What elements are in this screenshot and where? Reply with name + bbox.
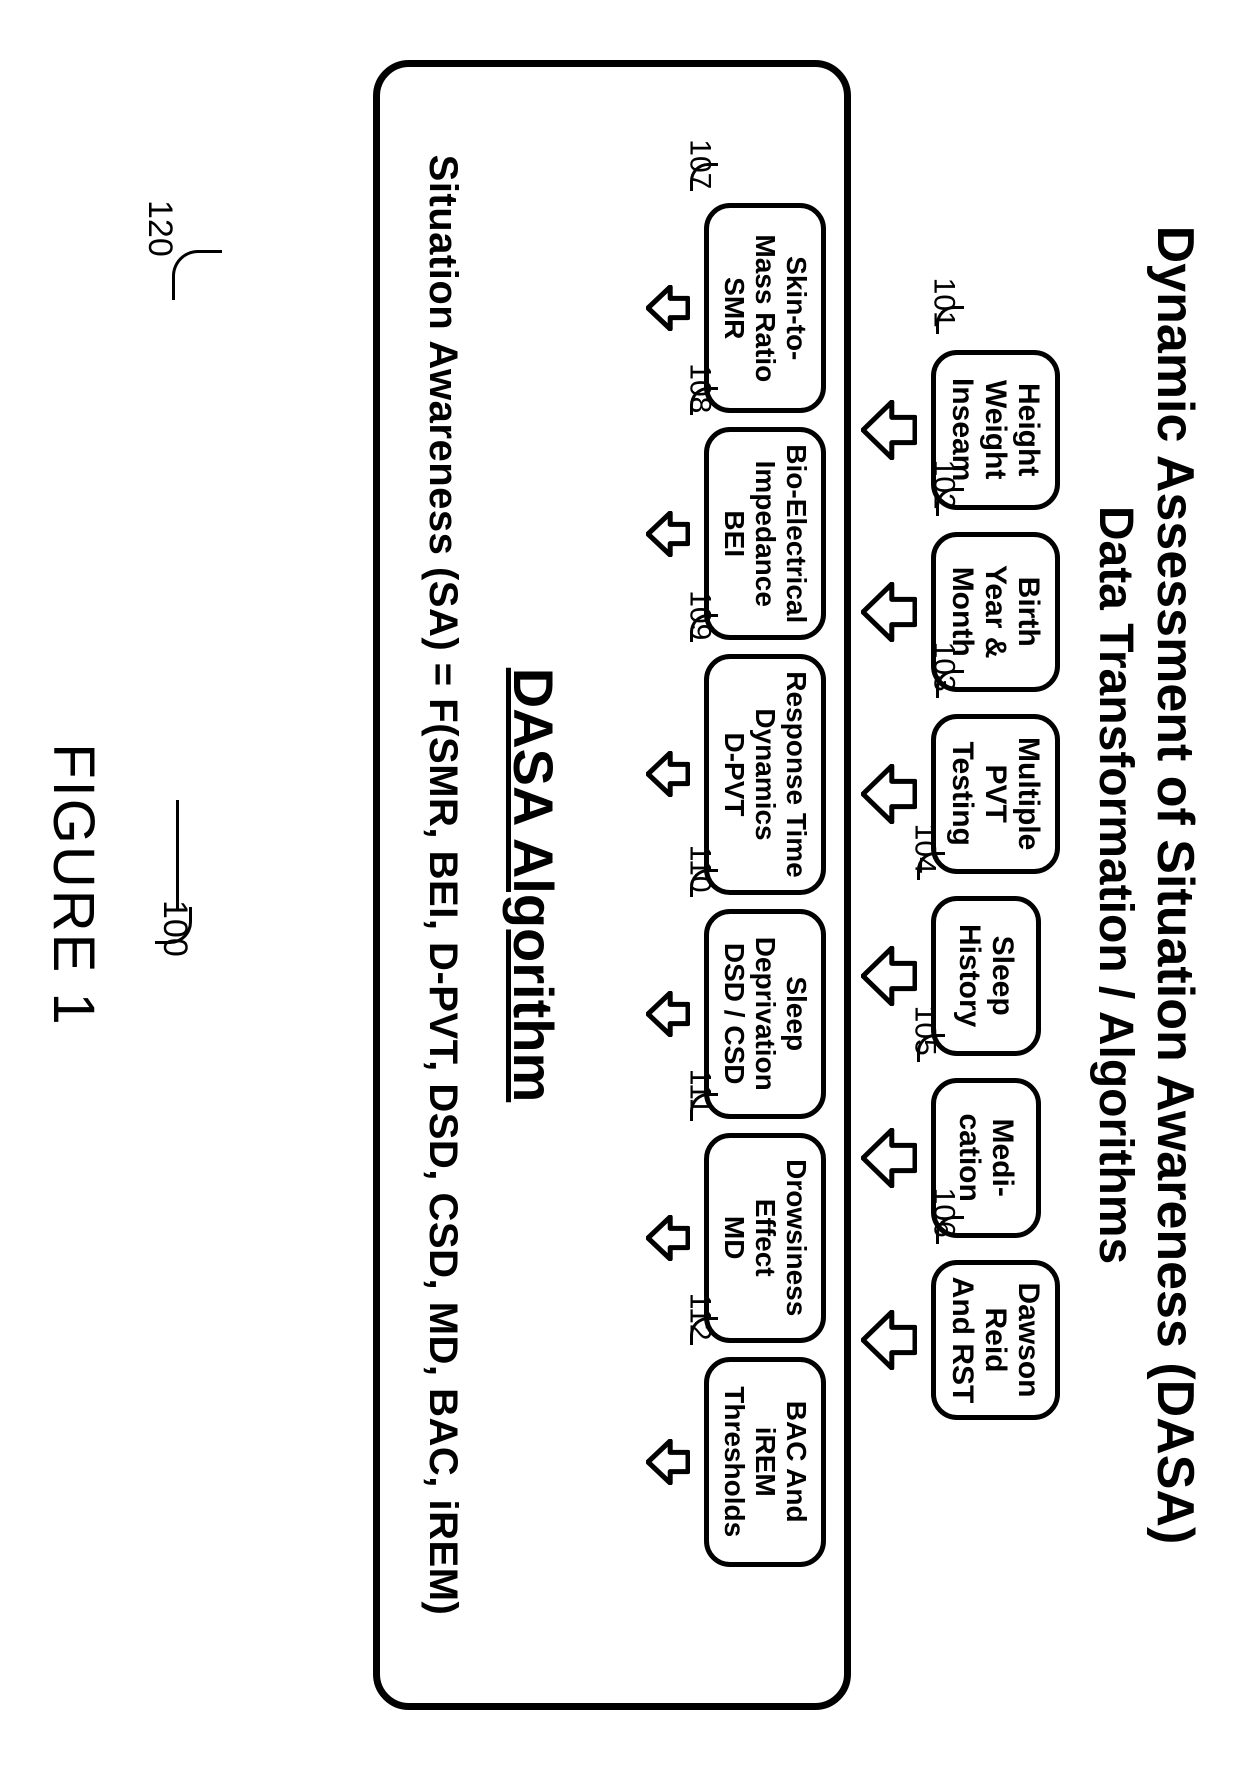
arrow-down-icon [646, 751, 690, 797]
transform-column: 109 Response Time Dynamics D-PVT [646, 654, 826, 894]
ref-label: 107 [682, 139, 716, 189]
arrow-down-icon [861, 400, 917, 460]
arrow-down-icon [646, 1215, 690, 1261]
arrow-down-icon [861, 946, 917, 1006]
arrow-down-icon [646, 1439, 690, 1485]
sub-title: Data Transformation / Algorithms [1088, 0, 1143, 1770]
input-column: 101 Height Weight Inseam [861, 350, 1060, 510]
transform-box: BAC And iREM Thresholds [704, 1357, 826, 1567]
algorithm-title: DASA Algorithm [501, 87, 566, 1683]
ref-120: 120 [140, 200, 179, 257]
main-title: Dynamic Assessment of Situation Awarenes… [1145, 0, 1205, 1770]
transform-row: 107 Skin-to- Mass Ratio SMR 108 Bio-Elec… [646, 87, 826, 1683]
input-box: Dawson Reid And RST [931, 1260, 1060, 1421]
arrow-down-icon [646, 991, 690, 1037]
arrow-down-icon [861, 1128, 917, 1188]
ref-label: 108 [682, 363, 716, 413]
ref-label: 101 [926, 278, 960, 328]
ref-label: 110 [682, 845, 716, 893]
transform-box: Drowsiness Effect MD [704, 1133, 826, 1343]
algorithm-box: 107 Skin-to- Mass Ratio SMR 108 Bio-Elec… [373, 60, 851, 1710]
arrow-down-icon [646, 285, 690, 331]
transform-box: Response Time Dynamics D-PVT [704, 654, 826, 894]
transform-column: 111 Drowsiness Effect MD [646, 1133, 826, 1343]
transform-box: Bio-Electrical Impedance BEI [704, 427, 826, 640]
leader-line [176, 800, 179, 910]
ref-label: 104 [907, 824, 941, 874]
transform-column: 112 BAC And iREM Thresholds [646, 1357, 826, 1567]
ref-label: 109 [682, 590, 716, 640]
ref-label: 105 [907, 1006, 941, 1056]
ref-label: 106 [926, 1188, 960, 1238]
ref-100: 100 [155, 900, 194, 957]
input-column: 104 Sleep History [861, 896, 1041, 1056]
input-column: 102 Birth Year & Month [861, 532, 1060, 692]
figure-label: FIGURE 1 [40, 743, 107, 1027]
arrow-down-icon [646, 511, 690, 557]
input-box: Sleep History [931, 896, 1041, 1056]
arrow-down-icon [861, 582, 917, 642]
transform-box: Skin-to- Mass Ratio SMR [704, 203, 826, 413]
input-box: Multiple PVT Testing [931, 714, 1060, 874]
transform-column: 110 Sleep Deprivation DSD / CSD [646, 909, 826, 1119]
arrow-down-icon [861, 764, 917, 824]
transform-box: Sleep Deprivation DSD / CSD [704, 909, 826, 1119]
algorithm-formula: Situation Awareness (SA) = F(SMR, BEI, D… [420, 87, 465, 1683]
ref-label: 103 [926, 642, 960, 692]
ref-label: 102 [926, 460, 960, 510]
input-column: 103 Multiple PVT Testing [861, 714, 1060, 874]
input-row: 101 Height Weight Inseam 102 Birth Year … [861, 0, 1060, 1770]
ref-label: 111 [682, 1069, 716, 1115]
leader-line [172, 250, 222, 300]
input-column: 106 Dawson Reid And RST [861, 1260, 1060, 1421]
ref-label: 112 [682, 1293, 716, 1341]
transform-column: 108 Bio-Electrical Impedance BEI [646, 427, 826, 640]
transform-column: 107 Skin-to- Mass Ratio SMR [646, 203, 826, 413]
arrow-down-icon [861, 1310, 917, 1370]
